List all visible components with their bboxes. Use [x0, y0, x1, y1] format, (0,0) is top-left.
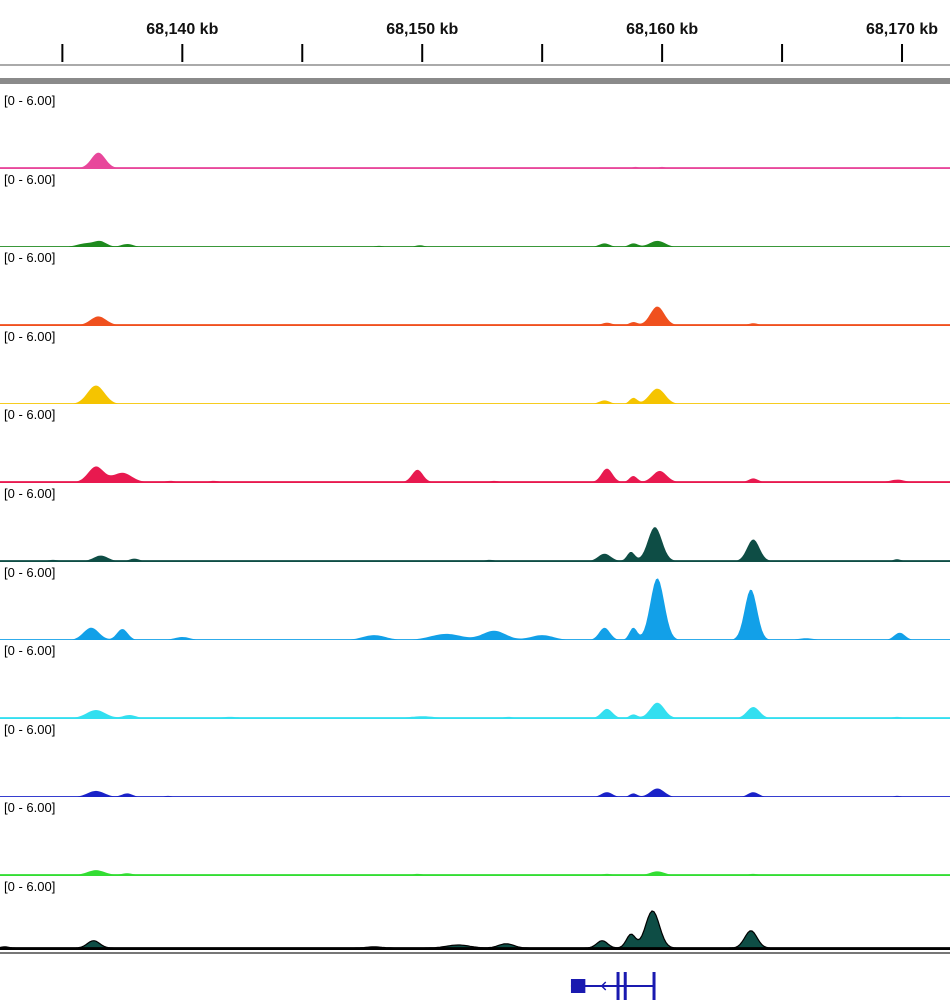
track-signal-plot: [0, 870, 950, 876]
signal-area: [0, 152, 950, 169]
track-range-label: [0 - 6.00]: [4, 93, 56, 108]
signal-area: [0, 527, 950, 562]
signal-track[interactable]: [0 - 6.00]: [0, 719, 950, 798]
track-signal-plot: [0, 788, 950, 798]
gene-exon: [570, 979, 586, 993]
signal-track[interactable]: [0 - 6.00]: [0, 640, 950, 719]
bottom-separator: [0, 947, 950, 954]
track-range-label: [0 - 6.00]: [4, 721, 56, 737]
ruler[interactable]: 68,140 kb 68,150 kb 68,160 kb 68,170 kb: [0, 0, 950, 84]
signal-track[interactable]: [0 - 6.00]: [0, 483, 950, 562]
track-signal-plot: [0, 702, 950, 719]
signal-area: [0, 702, 950, 719]
track-range-label: [0 - 6.00]: [4, 250, 56, 266]
track-range-label: [0 - 6.00]: [4, 407, 56, 423]
track-signal-plot: [0, 466, 950, 483]
signal-area: [0, 910, 950, 949]
gene-exon: [623, 972, 627, 1000]
ruler-tick-label: 68,150 kb: [386, 21, 459, 38]
track-range-label: [0 - 6.00]: [4, 171, 56, 187]
track-signal-plot: [0, 152, 950, 169]
gene-exon: [652, 972, 656, 1000]
ruler-axis: [0, 44, 950, 84]
signal-area: [0, 577, 950, 640]
track-range-label: [0 - 6.00]: [4, 328, 56, 344]
signal-area: [0, 466, 950, 483]
track-signal-plot: [0, 385, 950, 405]
track-signal-plot: [0, 527, 950, 562]
signal-track[interactable]: [0 - 6.00]: [0, 562, 950, 641]
track-panel[interactable]: [0 - 6.00] [0 - 6.00] [0 - 6.00] [0 - 6.00]…: [0, 84, 950, 964]
track-signal-plot: [0, 240, 950, 248]
strand-arrow-icon: [600, 981, 607, 991]
header-separator: [0, 78, 950, 84]
track-range-label: [0 - 6.00]: [4, 800, 56, 816]
track-range-label: [0 - 6.00]: [4, 879, 56, 894]
gene-exon: [616, 972, 620, 1000]
signal-area: [0, 385, 950, 404]
signal-track[interactable]: [0 - 6.00]: [0, 876, 950, 955]
signal-track[interactable]: [0 - 6.00]: [0, 797, 950, 876]
ruler-tick-label: 68,170 kb: [865, 21, 939, 38]
track-range-label: [0 - 6.00]: [4, 564, 56, 580]
signal-area: [0, 788, 950, 797]
track-range-label: [0 - 6.00]: [4, 486, 56, 501]
track-signal-plot: [0, 910, 950, 950]
gene-annotation-track[interactable]: [0, 962, 950, 1004]
ruler-tick-label: 68,160 kb: [626, 21, 699, 38]
signal-track[interactable]: [0 - 6.00]: [0, 90, 950, 169]
signal-track[interactable]: [0 - 6.00]: [0, 169, 950, 248]
signal-track[interactable]: [0 - 6.00]: [0, 326, 950, 405]
ruler-tick-label: 68,140 kb: [146, 21, 219, 38]
signal-track[interactable]: [0 - 6.00]: [0, 404, 950, 483]
track-signal-plot: [0, 306, 950, 326]
signal-track[interactable]: [0 - 6.00]: [0, 247, 950, 326]
track-signal-plot: [0, 577, 950, 641]
signal-area: [0, 306, 950, 326]
track-range-label: [0 - 6.00]: [4, 643, 56, 659]
